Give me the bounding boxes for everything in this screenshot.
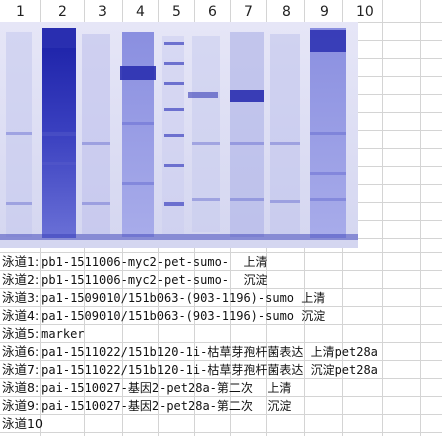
lane-description: pb1-1511006-myc2-pet-sumo- 沉淀: [41, 273, 268, 287]
lane-description: pb1-1511006-myc2-pet-sumo- 上清: [41, 255, 268, 269]
lane-description: pai-1510027-基因2-pet28a-第二次 沉淀: [41, 399, 292, 413]
legend-row: 泳道4: pa1-1509010/151b063-(903-1196)-sumo …: [2, 307, 325, 325]
lane-number-5: 5: [172, 4, 181, 20]
legend-row: 泳道10: [2, 415, 45, 433]
lane-4: [122, 32, 154, 237]
lane-description: pai-1510027-基因2-pet28a-第二次 上清: [41, 381, 292, 395]
lane-label: 泳道2:: [2, 272, 40, 287]
legend-row: 泳道5: marker: [2, 325, 85, 343]
lane-description: marker: [41, 327, 85, 341]
lane-label: 泳道7:: [2, 362, 40, 377]
lane-label: 泳道6:: [2, 344, 40, 359]
lane-number-8: 8: [282, 4, 291, 20]
lane-6: [192, 36, 220, 232]
legend-row: 泳道1: pb1-1511006-myc2-pet-sumo- 上清: [2, 253, 267, 271]
lane-label: 泳道3:: [2, 290, 40, 305]
lane-number-7: 7: [244, 4, 253, 20]
lane-label: 泳道4:: [2, 308, 40, 323]
lane-3: [82, 34, 110, 234]
lane-7: [230, 32, 264, 237]
lane-description: pa1-1511022/151b120-1i-枯草芽孢杆菌表达 沉淀pet28a: [41, 363, 378, 377]
lane-label: 泳道8:: [2, 380, 40, 395]
lane-9: [310, 28, 346, 238]
lane-description: pa1-1509010/151b063-(903-1196)-sumo 沉淀: [41, 309, 326, 323]
legend-row: 泳道3: pa1-1509010/151b063-(903-1196)-sumo …: [2, 289, 325, 307]
lane-label: 泳道5:: [2, 326, 40, 341]
legend-row: 泳道2: pb1-1511006-myc2-pet-sumo- 沉淀: [2, 271, 267, 289]
sds-page-gel-image: [0, 22, 358, 248]
legend-row: 泳道6: pa1-1511022/151b120-1i-枯草芽孢杆菌表达 上清pe…: [2, 343, 378, 361]
lane-label: 泳道1:: [2, 254, 40, 269]
lane-description: pa1-1509010/151b063-(903-1196)-sumo 上清: [41, 291, 326, 305]
legend-row: 泳道7: pa1-1511022/151b120-1i-枯草芽孢杆菌表达 沉淀pe…: [2, 361, 378, 379]
lane-number-10: 10: [356, 4, 374, 20]
lane-number-2: 2: [58, 4, 67, 20]
legend-row: 泳道9: pai-1510027-基因2-pet28a-第二次 沉淀: [2, 397, 291, 415]
lane-label: 泳道9:: [2, 398, 40, 413]
lane-2: [42, 28, 76, 238]
lane-number-3: 3: [98, 4, 107, 20]
lane-8: [270, 34, 300, 234]
lane-number-9: 9: [320, 4, 329, 20]
lane-label: 泳道10: [2, 416, 43, 431]
lane-1: [6, 32, 32, 237]
legend-row: 泳道8: pai-1510027-基因2-pet28a-第二次 上清: [2, 379, 291, 397]
lane-number-6: 6: [208, 4, 217, 20]
lane-number-1: 1: [16, 4, 25, 20]
lane-number-4: 4: [136, 4, 145, 20]
lane-description: pa1-1511022/151b120-1i-枯草芽孢杆菌表达 上清pet28a: [41, 345, 378, 359]
